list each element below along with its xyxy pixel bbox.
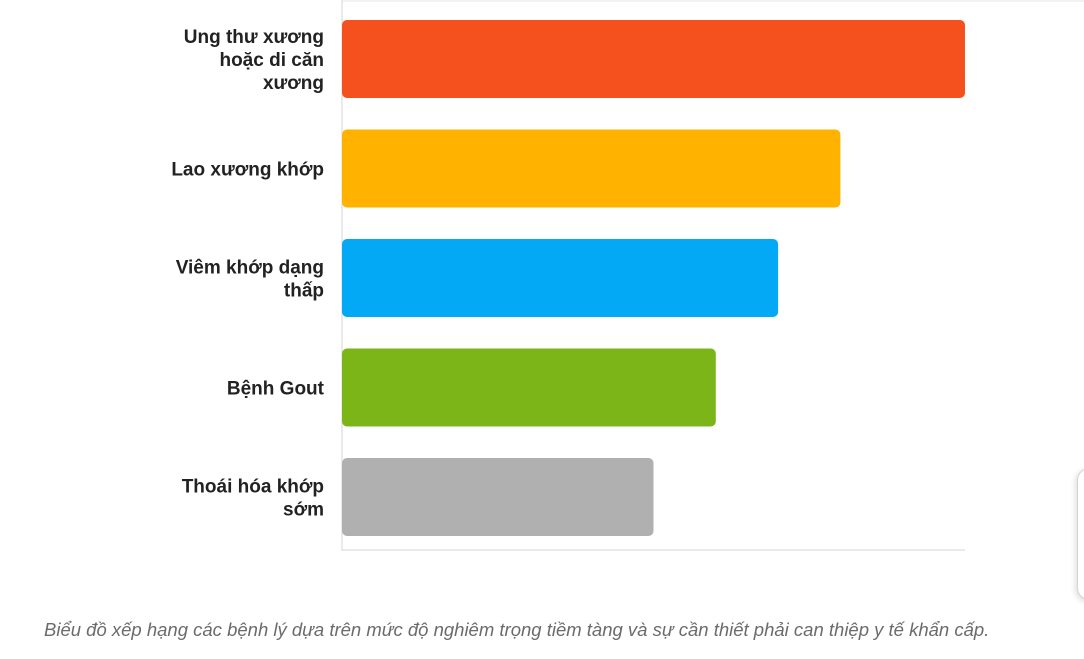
category-label-line: hoặc di căn bbox=[219, 50, 324, 71]
category-label-line: thấp bbox=[284, 281, 324, 302]
category-label-0: Ung thư xương hoặc di căn xương bbox=[184, 27, 324, 94]
category-label-line: Viêm khớp dạng bbox=[176, 258, 324, 279]
bar-4 bbox=[342, 458, 654, 536]
bar-3 bbox=[342, 348, 716, 427]
category-label-line: Lao xương khớp bbox=[171, 160, 324, 181]
category-label-1: Lao xương khớp bbox=[171, 160, 324, 181]
category-label-line: sớm bbox=[283, 500, 324, 521]
category-label-3: Bệnh Gout bbox=[227, 379, 325, 400]
category-label-line: Ung thư xương bbox=[184, 27, 324, 48]
bar-0 bbox=[342, 20, 965, 98]
category-label-line: xương bbox=[263, 73, 324, 94]
bar-1 bbox=[342, 129, 841, 208]
category-label-2: Viêm khớp dạng thấp bbox=[176, 258, 324, 302]
category-label-4: Thoái hóa khớp sớm bbox=[182, 477, 324, 521]
bar-2 bbox=[342, 239, 779, 317]
bar-chart: Ung thư xương hoặc di căn xương Lao xương k… bbox=[171, 0, 1084, 551]
chart-caption: Biểu đồ xếp hạng các bệnh lý dựa trên mứ… bbox=[44, 619, 990, 640]
side-panel-edge bbox=[1077, 468, 1084, 600]
category-label-line: Thoái hóa khớp bbox=[182, 477, 324, 498]
category-label-line: Bệnh Gout bbox=[227, 379, 325, 400]
